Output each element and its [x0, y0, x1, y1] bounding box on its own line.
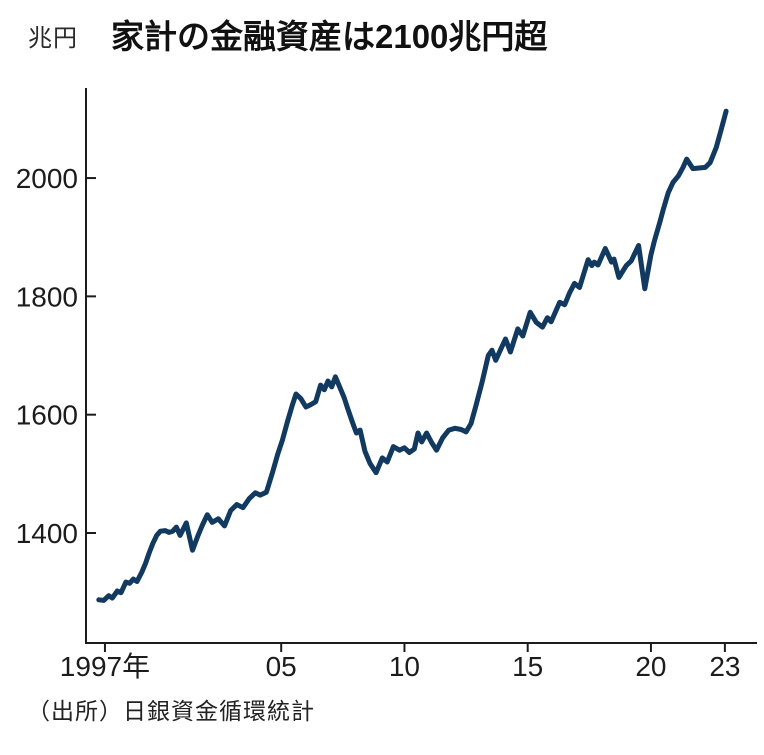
y-axis-unit-label: 兆円 — [28, 25, 78, 52]
x-tick-label: 1997年 — [60, 651, 150, 682]
y-tick-label: 2000 — [16, 163, 78, 194]
x-tick-label: 20 — [635, 651, 666, 682]
y-tick-label: 1800 — [16, 281, 78, 312]
x-tick-label: 05 — [266, 651, 297, 682]
x-tick-label: 23 — [709, 651, 740, 682]
x-tick-label: 15 — [512, 651, 543, 682]
source-note: （出所）日銀資金循環統計 — [27, 698, 315, 724]
y-tick-label: 1400 — [16, 518, 78, 549]
y-tick-label: 1600 — [16, 400, 78, 431]
x-tick-label: 10 — [389, 651, 420, 682]
assets-line-series — [96, 108, 729, 603]
chart-title: 家計の金融資産は2100兆円超 — [111, 18, 548, 55]
